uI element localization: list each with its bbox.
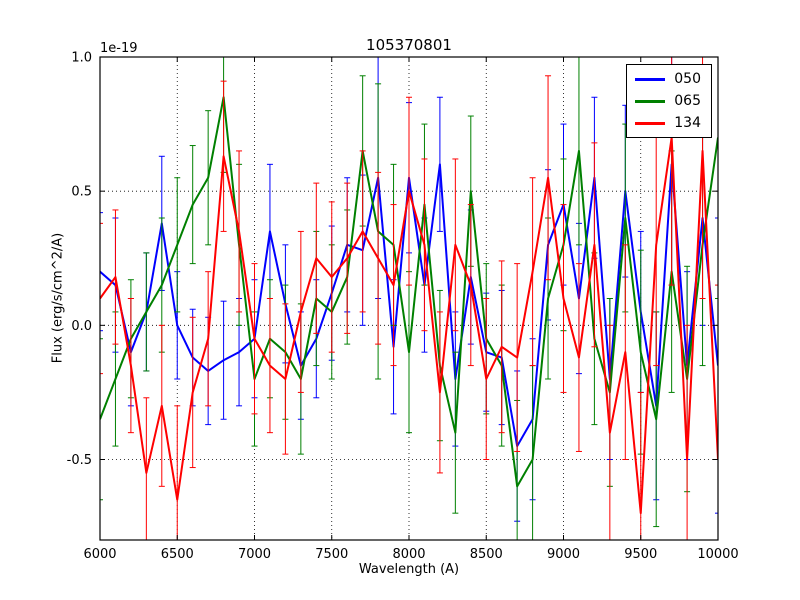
y-tick-label: 0.5	[71, 185, 92, 200]
y-tick-label: 0.0	[71, 319, 92, 334]
legend-label: 134	[674, 115, 701, 131]
legend-line-sample-050	[635, 77, 666, 81]
series-134	[100, 57, 718, 540]
x-tick-label: 9000	[547, 547, 580, 562]
legend-item: 065	[635, 92, 701, 110]
x-tick-label: 10000	[697, 547, 738, 562]
legend-label: 050	[674, 71, 701, 87]
y-axis-offset-text: 1e-19	[100, 41, 138, 56]
legend-item: 134	[635, 114, 701, 132]
y-axis-label: Flux (erg/s/cm^2/A)	[50, 232, 66, 364]
chart-title: 105370801	[366, 36, 452, 54]
x-axis-label: Wavelength (A)	[358, 562, 460, 577]
legend-line-sample-134	[635, 121, 666, 125]
x-tick-label: 7500	[315, 547, 348, 562]
x-tick-label: 8000	[392, 547, 425, 562]
legend-item: 050	[635, 70, 701, 88]
tick-marks	[99, 56, 719, 540]
series-line-065	[100, 96, 718, 488]
x-tick-label: 6000	[83, 547, 116, 562]
y-tick-label: -0.5	[67, 453, 92, 468]
legend-label: 065	[674, 93, 701, 109]
y-tick-label: 1.0	[71, 51, 92, 66]
series-line-134	[100, 136, 718, 515]
x-tick-label: 8500	[470, 547, 503, 562]
tick-labels: 6000 6500 7000 7500 8000 8500 9000 9500 10000 -0.…	[67, 51, 739, 563]
legend: 050 065 134	[626, 64, 712, 138]
x-tick-label: 9500	[624, 547, 657, 562]
x-tick-label: 6500	[161, 547, 194, 562]
legend-line-sample-065	[635, 99, 666, 103]
x-tick-label: 7000	[238, 547, 271, 562]
